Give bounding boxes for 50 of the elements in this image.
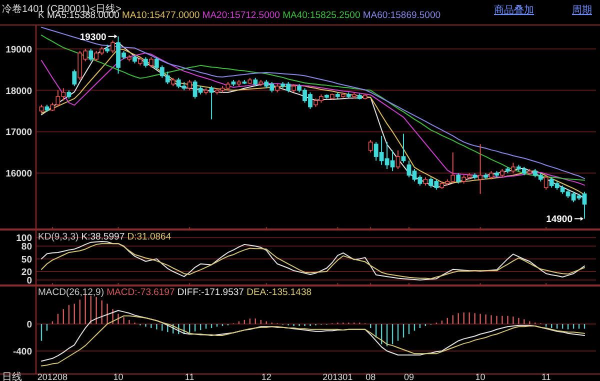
x-tick-label: 09 — [404, 372, 414, 381]
legend-title: K — [38, 10, 45, 21]
x-tick-label: 10 — [113, 372, 124, 381]
candlestick — [396, 150, 400, 170]
y-tick-label: 50 — [21, 254, 32, 266]
x-tick-label: 201301 — [322, 372, 353, 381]
text: 周期 — [572, 4, 592, 16]
y-tick-label: 0 — [26, 319, 32, 330]
candlestick — [511, 162, 516, 174]
y-tick-label: 0 — [26, 275, 32, 286]
x-tick-label: 11 — [541, 372, 551, 381]
x-tick-label: 12 — [261, 372, 272, 381]
text: 商品叠加 — [494, 4, 534, 16]
x-tick-label: 11 — [184, 372, 194, 381]
candlestick — [148, 56, 154, 68]
y-tick-label: 19000 — [6, 44, 32, 56]
legend-title: MACD(26,12,9) — [38, 287, 104, 298]
candlestick — [478, 144, 482, 194]
text: MA10:15477.0000 — [122, 10, 200, 21]
annotation: 19300 — [80, 32, 106, 43]
series-label: MACD:-73.6197 — [104, 287, 175, 298]
y-tick-label: -400 — [12, 346, 32, 358]
series-label: D:31.0864 — [124, 232, 172, 243]
text: MA40:15825.2500 — [280, 10, 360, 21]
x-tick-label: 201208 — [37, 372, 68, 381]
candlestick — [368, 140, 373, 153]
candlestick — [144, 56, 148, 68]
text: MA60:15869.5000 — [360, 10, 441, 21]
y-tick-label: 80 — [21, 242, 32, 253]
candlestick — [544, 174, 548, 190]
candlestick — [456, 172, 461, 184]
x-tick-label: 10 — [475, 372, 486, 381]
text: DEA:-135.1438 — [244, 287, 312, 298]
annotation: 14900 — [546, 214, 573, 226]
y-tick-label: 18000 — [6, 86, 32, 97]
candlestick — [209, 86, 214, 120]
candlestick — [72, 69, 77, 87]
legend-title: KD(9,3,3) — [38, 232, 79, 243]
candlestick — [187, 79, 192, 91]
series-label: K:38.5997 — [78, 232, 125, 243]
candlestick — [110, 40, 115, 54]
text: DIFF:-171.9537 — [174, 287, 244, 298]
line-series — [40, 315, 586, 366]
y-tick-label: 17000 — [6, 127, 32, 138]
candlestick — [88, 48, 94, 62]
x-tick-label: 08 — [366, 372, 376, 381]
candlestick — [401, 133, 406, 164]
text: MA20:15712.5000 — [200, 10, 280, 21]
x-axis-title: 日线 — [2, 371, 22, 381]
y-tick-label: 16000 — [6, 168, 32, 180]
